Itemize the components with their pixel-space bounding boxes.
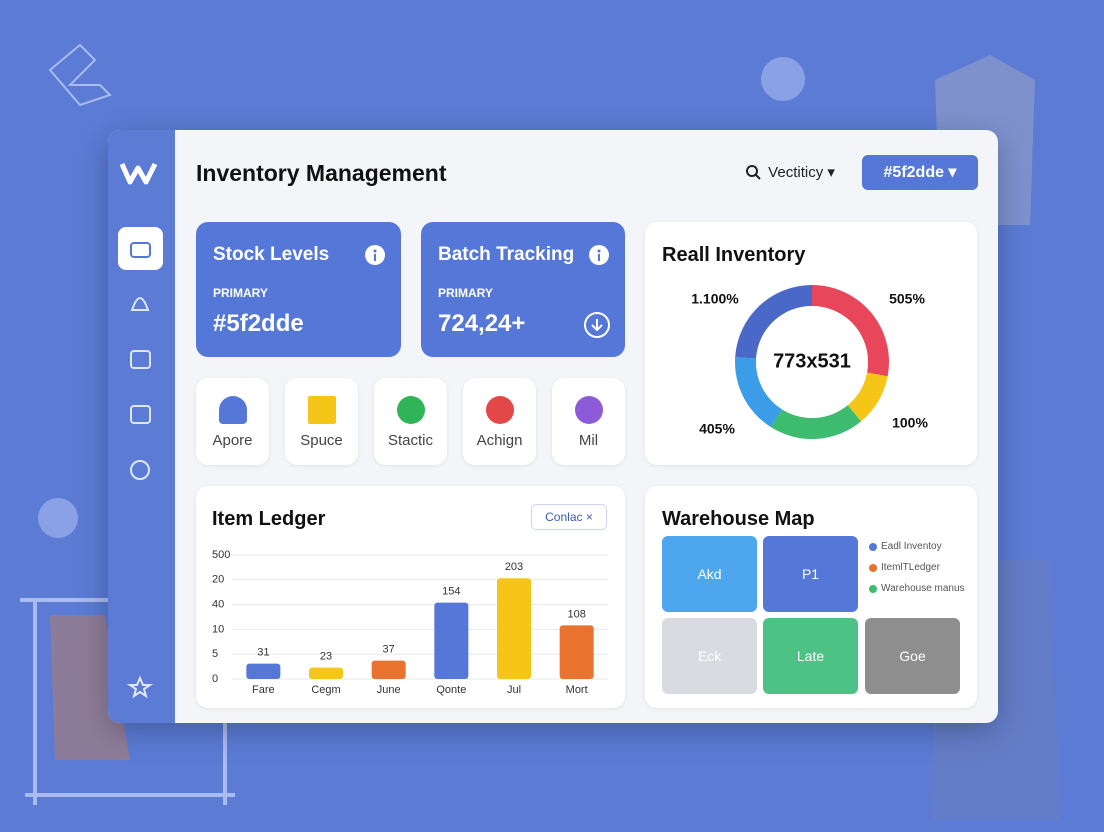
info-icon[interactable] [588, 244, 610, 266]
download-icon[interactable] [583, 311, 611, 339]
card-title: Reall Inventory [662, 244, 806, 266]
donut-segment [812, 285, 889, 377]
search-dropdown[interactable]: Vectiticy ▾ [744, 163, 835, 183]
data-label: 108 [567, 608, 585, 620]
quick-action[interactable]: Stactic [374, 378, 447, 465]
x-tick-label: June [377, 684, 401, 696]
donut-segment [735, 357, 782, 428]
legend-dot [869, 564, 877, 572]
x-tick-label: Cegm [311, 684, 340, 696]
color-button[interactable]: #5f2dde ▾ [862, 155, 978, 190]
stat-label: PRIMARY [213, 286, 268, 300]
legend-label: ItemlTLedger [881, 562, 940, 573]
donut-annotation: 1.100% [691, 291, 739, 307]
filter-chip[interactable]: Conlac × [531, 504, 607, 530]
donut-center-label: 773x531 [773, 350, 851, 372]
x-tick-label: Fare [252, 684, 275, 696]
x-tick-label: Qonte [436, 684, 466, 696]
stat-card: Stock Levels PRIMARY #5f2dde [196, 222, 401, 357]
stat-card: Batch Tracking PRIMARY 724,24+ [421, 222, 625, 357]
sidebar-icons [118, 162, 163, 699]
card-title: Warehouse Map [662, 508, 815, 530]
bar-chart: 0 5 10 40 20 500 31 Fare 23 Cegm 37 June 154 Qonte 203… [212, 549, 608, 696]
y-tick-label: 5 [212, 648, 218, 660]
donut-annotation: 100% [892, 415, 928, 431]
card-title: Item Ledger [212, 508, 326, 530]
stat-title: Stock Levels [213, 244, 330, 265]
map-tile[interactable]: Goe [865, 618, 960, 694]
donut-card: Reall Inventory 773x531 1.100% 505% 405% 100… [645, 222, 977, 465]
map-tile[interactable]: Akd [662, 536, 757, 612]
quick-action-label: Mil [578, 432, 599, 449]
data-label: 31 [257, 647, 269, 659]
bar [497, 578, 531, 679]
y-tick-label: 20 [212, 574, 224, 586]
quick-action-label: Spuce [300, 432, 343, 449]
donut-segment [770, 405, 862, 439]
stat-value: #5f2dde [213, 310, 304, 337]
info-icon[interactable] [364, 244, 386, 266]
y-tick-label: 0 [212, 673, 218, 685]
quick-action[interactable]: Apore [196, 378, 269, 465]
donut-segment [735, 285, 812, 359]
legend-dot [869, 585, 877, 593]
y-tick-label: 10 [212, 623, 224, 635]
map-tile[interactable]: Eck [662, 618, 757, 694]
data-label: 203 [505, 561, 523, 573]
page-title: Inventory Management [196, 160, 447, 186]
legend-label: Warehouse manus [881, 583, 965, 594]
legend-dot [869, 543, 877, 551]
quick-action-label: Stactic [387, 432, 433, 449]
donut-segment [847, 372, 888, 422]
quick-action[interactable]: Spuce [285, 378, 358, 465]
data-label: 37 [383, 644, 395, 656]
x-tick-label: Mort [566, 684, 588, 696]
search-icon [746, 165, 761, 180]
donut-annotation: 405% [699, 421, 735, 437]
bar [246, 663, 281, 679]
donut-hole [756, 306, 868, 418]
bar [434, 602, 469, 679]
bar [309, 667, 343, 679]
sidebar [108, 130, 175, 723]
search-text: Vectiticy [768, 164, 824, 181]
legend-label: Eadl Inventoy [881, 541, 942, 552]
map-tile[interactable]: P1 [763, 536, 858, 612]
stat-value: 724,24+ [438, 310, 526, 337]
quick-action[interactable]: Achign [463, 378, 536, 465]
color-button-text: #5f2dde [883, 164, 944, 181]
dashboard: Inventory Management Vectiticy ▾ #5f2dde… [108, 130, 998, 723]
y-tick-label: 40 [212, 599, 224, 611]
map-card: Warehouse Map Akd P1 Eck Late Goe Eadl Invent… [645, 486, 977, 708]
x-tick-label: Jul [507, 684, 521, 696]
bar [559, 625, 594, 679]
quick-action[interactable]: Mil [552, 378, 625, 465]
quick-action-label: Achign [476, 432, 523, 449]
data-label: 154 [442, 586, 460, 598]
quick-action-label: Apore [212, 432, 253, 449]
donut-chart: 773x531 1.100% 505% 405% 100% [691, 285, 928, 439]
stat-label: PRIMARY [438, 286, 493, 300]
filter-text: Conlac [545, 510, 583, 524]
map-tile[interactable]: Late [763, 618, 858, 694]
donut-annotation: 505% [889, 291, 925, 307]
y-tick-label: 500 [212, 549, 230, 561]
stat-title: Batch Tracking [438, 244, 575, 265]
bar [371, 660, 406, 679]
data-label: 23 [320, 650, 332, 662]
bar-card: Item Ledger Conlac × 0 5 10 40 20 500 31 Fare 23… [196, 486, 625, 708]
